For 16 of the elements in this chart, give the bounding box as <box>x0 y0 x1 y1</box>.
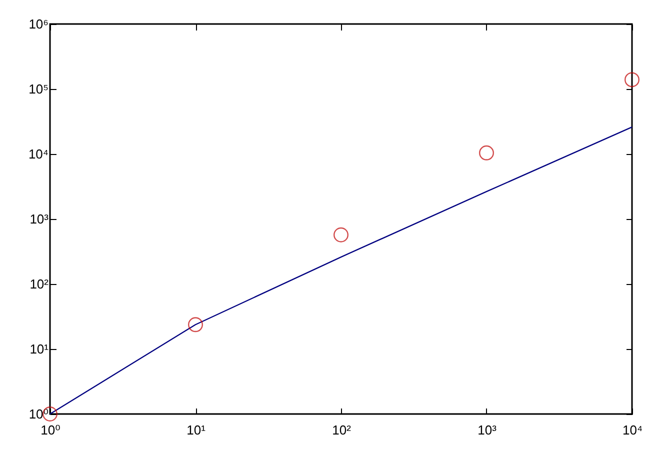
y-tick-label: 10¹ <box>30 342 50 356</box>
x-tick-label: 10³ <box>478 422 498 438</box>
line-series <box>49 126 633 415</box>
x-tick-label: 10⁰ <box>40 422 60 438</box>
point <box>479 145 494 160</box>
y-tick-label: 10⁵ <box>28 82 48 96</box>
point <box>624 72 640 88</box>
y-tick-label: 10² <box>30 276 50 292</box>
x-tick-label: 10² <box>332 422 352 438</box>
point <box>188 317 203 332</box>
y-tick-label: 10³ <box>30 212 50 226</box>
x-tick-label: 10⁴ <box>622 422 643 438</box>
point <box>334 227 348 242</box>
y-tick-label: 10⁶ <box>28 16 48 32</box>
y-tick-label: 10⁴ <box>28 146 48 162</box>
x-tick-label: 10¹ <box>186 422 206 438</box>
